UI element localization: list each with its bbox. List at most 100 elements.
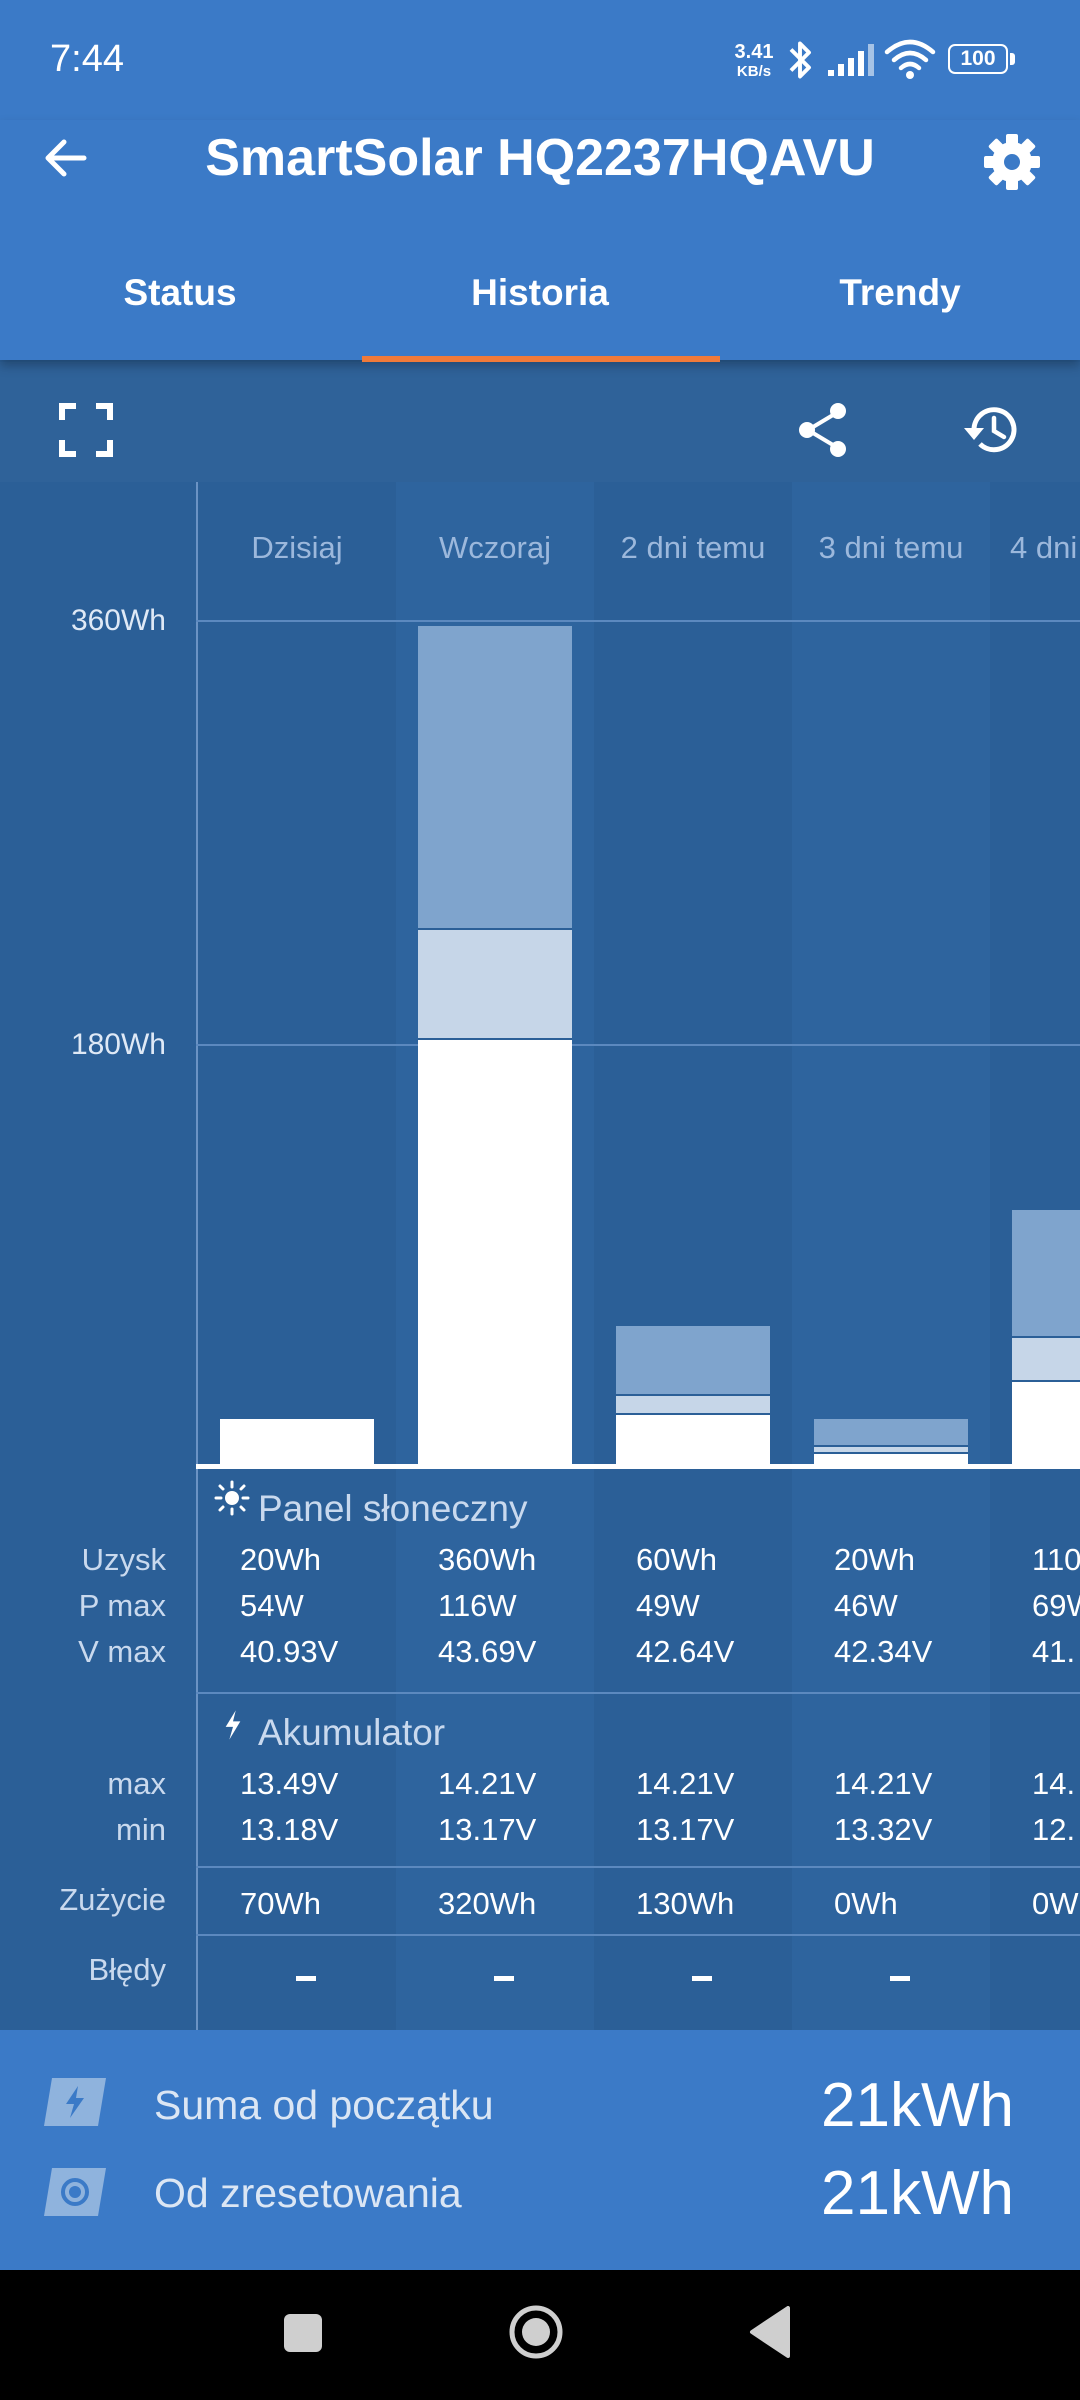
cell-pmax: 116W <box>438 1588 517 1623</box>
cell-uzysk: 60Wh <box>636 1542 717 1577</box>
bar-segment-bottom <box>814 1452 968 1464</box>
section-divider <box>196 1692 1080 1694</box>
bluetooth-icon <box>789 41 811 79</box>
history-panel: Dzisiaj Wczoraj 2 dni temu 3 dni temu 4 … <box>0 482 1080 2030</box>
status-bar <box>0 0 1080 120</box>
cell-bat-max: 14.21V <box>834 1766 933 1801</box>
bar-segment-middle <box>1012 1336 1080 1380</box>
cell-bat-max: 14. <box>1032 1766 1076 1801</box>
cell-zuzycie: 70Wh <box>240 1886 321 1921</box>
cell-bat-min: 13.17V <box>636 1812 735 1847</box>
section-title-battery: Akumulator <box>258 1712 446 1753</box>
cell-zuzycie: 320Wh <box>438 1886 537 1921</box>
recents-icon[interactable] <box>284 2314 322 2352</box>
tab-historia[interactable]: Historia <box>471 272 609 313</box>
bar-segment-top <box>1012 1210 1080 1336</box>
tab-indicator <box>362 356 720 362</box>
gridline-180 <box>196 1044 1080 1046</box>
totals-panel: Suma od początku 21kWh Od zresetowania 2… <box>0 2030 1080 2270</box>
section-title-panel: Panel słoneczny <box>258 1488 528 1529</box>
y-axis-line <box>196 482 198 2030</box>
day-header: Dzisiaj <box>251 530 343 565</box>
section-divider <box>196 1934 1080 1936</box>
day-header: 4 dni <box>1010 530 1078 565</box>
gear-icon[interactable] <box>982 132 1042 192</box>
row-label-bat-min: min <box>116 1812 166 1847</box>
cell-vmax: 42.64V <box>636 1634 735 1669</box>
gridline-360 <box>196 620 1080 622</box>
day-header: 3 dni temu <box>818 530 964 565</box>
nav-back-icon[interactable] <box>748 2306 792 2358</box>
bar-segment-top <box>814 1419 968 1445</box>
app-bar <box>0 120 1080 360</box>
bar-segment-middle <box>814 1445 968 1452</box>
cell-uzysk: 110 <box>1032 1542 1080 1577</box>
history-icon[interactable] <box>960 400 1024 460</box>
cell-bledy <box>296 1976 316 1981</box>
row-label-bat-max: max <box>107 1766 166 1801</box>
back-arrow-icon[interactable] <box>38 130 94 186</box>
lightning-icon <box>225 1710 241 1740</box>
bar-segment-top <box>616 1326 770 1394</box>
cell-uzysk: 20Wh <box>240 1542 321 1577</box>
fullscreen-icon[interactable] <box>58 402 114 458</box>
share-icon[interactable] <box>794 400 852 460</box>
cell-bat-max: 14.21V <box>438 1766 537 1801</box>
reset-badge-icon <box>44 2168 106 2216</box>
section-divider <box>196 1866 1080 1868</box>
network-speed-unit: KB/s <box>736 63 772 80</box>
row-label-zuzycie: Zużycie <box>59 1882 166 1917</box>
network-speed-value: 3.41 <box>734 41 774 63</box>
bar-segment-bottom <box>418 1038 572 1464</box>
cell-bat-min: 12. <box>1032 1812 1076 1847</box>
cell-uzysk: 360Wh <box>438 1542 537 1577</box>
cell-vmax: 41. <box>1032 1634 1076 1669</box>
cell-zuzycie: 0Wh <box>834 1886 898 1921</box>
page-title: SmartSolar HQ2237HQAVU <box>205 129 875 187</box>
status-time: 7:44 <box>50 38 124 80</box>
day-header: Wczoraj <box>439 530 551 565</box>
cell-bledy <box>692 1976 712 1981</box>
bar-segment-bottom <box>1012 1380 1080 1464</box>
total-since-reset-value: 21kWh <box>821 2159 1014 2228</box>
cell-vmax: 40.93V <box>240 1634 339 1669</box>
cell-zuzycie: 130Wh <box>636 1886 735 1921</box>
network-speed: 3.41 KB/s <box>734 42 774 82</box>
row-label-bledy: Błędy <box>88 1952 166 1987</box>
cell-zuzycie: 0W <box>1032 1886 1079 1921</box>
y-tick-label: 180Wh <box>70 1028 166 1061</box>
tab-trendy[interactable]: Trendy <box>839 272 961 313</box>
row-label-pmax: P max <box>78 1588 166 1623</box>
bar-segment-bottom <box>616 1413 770 1464</box>
cell-pmax: 46W <box>834 1588 898 1623</box>
row-label-uzysk: Uzysk <box>81 1542 166 1577</box>
sun-icon <box>214 1480 250 1516</box>
chart-toolbar <box>0 362 1080 482</box>
cell-bledy <box>494 1976 514 1981</box>
total-since-start-value: 21kWh <box>821 2071 1014 2140</box>
cell-pmax: 49W <box>636 1588 700 1623</box>
bar-segment-top <box>418 626 572 928</box>
cell-bat-min: 13.17V <box>438 1812 537 1847</box>
cell-bat-min: 13.32V <box>834 1812 933 1847</box>
bar-segment-middle <box>616 1394 770 1413</box>
total-since-start-label: Suma od początku <box>154 2082 494 2128</box>
cell-vmax: 43.69V <box>438 1634 537 1669</box>
y-tick-label: 360Wh <box>70 604 166 637</box>
bar-segment-middle <box>418 928 572 1038</box>
total-since-reset-label: Od zresetowania <box>154 2170 462 2216</box>
bar-segment-bottom <box>220 1417 374 1464</box>
cell-bat-max: 14.21V <box>636 1766 735 1801</box>
cell-bat-max: 13.49V <box>240 1766 339 1801</box>
cell-bat-min: 13.18V <box>240 1812 339 1847</box>
cell-bledy <box>890 1976 910 1981</box>
row-label-vmax: V max <box>78 1634 166 1669</box>
cell-uzysk: 20Wh <box>834 1542 915 1577</box>
home-icon[interactable] <box>508 2304 564 2360</box>
column-background <box>792 482 990 2030</box>
tab-status[interactable]: Status <box>123 272 237 313</box>
chart-baseline <box>196 1464 1080 1469</box>
cell-pmax: 54W <box>240 1588 304 1623</box>
cell-vmax: 42.34V <box>834 1634 933 1669</box>
battery-icon: 100 <box>948 44 1018 78</box>
